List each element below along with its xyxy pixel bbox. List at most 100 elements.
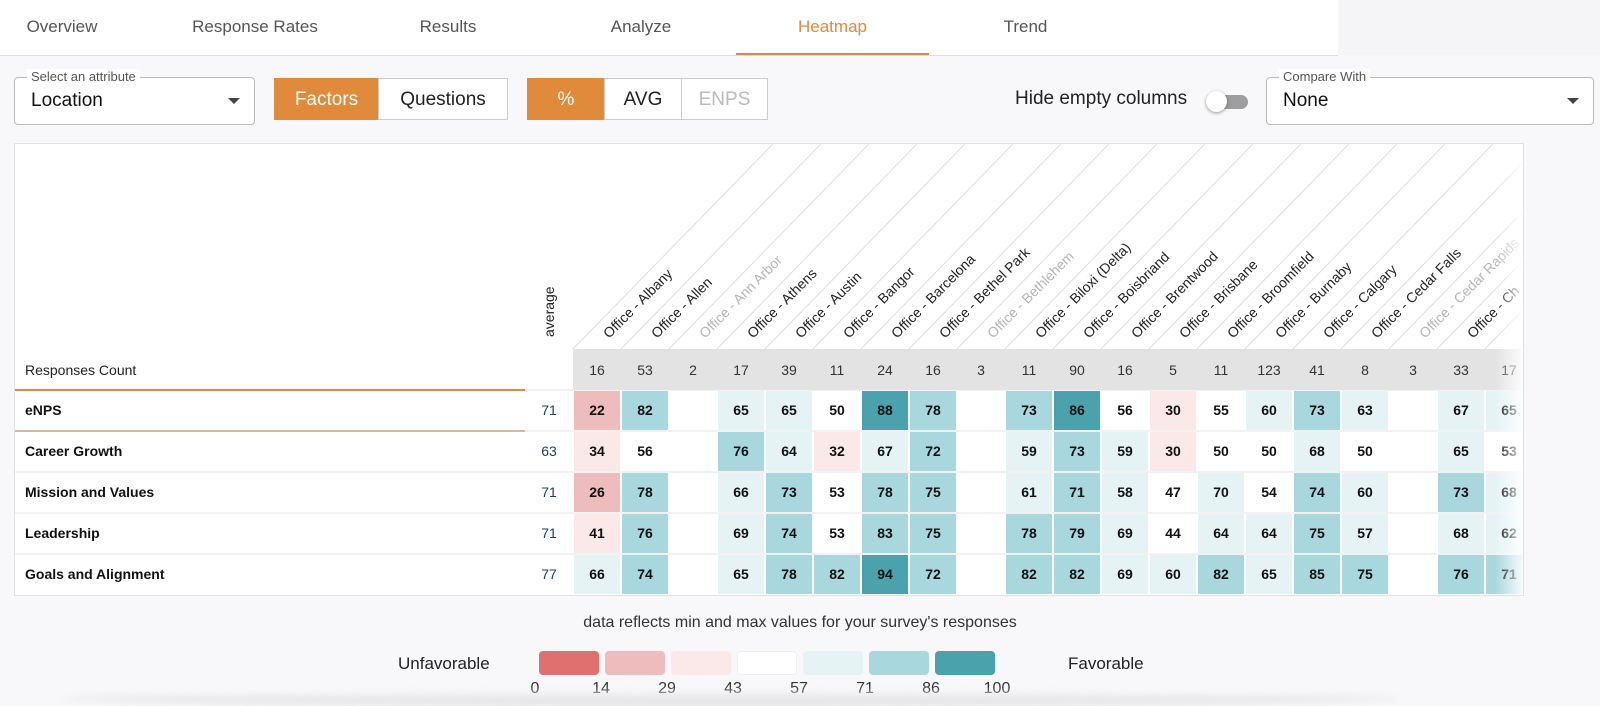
heatmap-cell-value: 69 xyxy=(1117,566,1133,582)
tab-trend[interactable]: Trend xyxy=(1003,17,1048,36)
caret-down-icon xyxy=(228,98,240,104)
header-guide-line xyxy=(1052,144,1254,350)
heatmap-cell xyxy=(1438,432,1484,471)
legend-swatch xyxy=(935,651,995,675)
tab-results[interactable]: Results xyxy=(419,17,477,36)
tab-heatmap[interactable]: Heatmap xyxy=(736,0,929,55)
heatmap-cell-value: 78 xyxy=(637,484,653,500)
heatmap-cell xyxy=(1198,473,1244,512)
compare-with-label: Compare With xyxy=(1279,69,1371,84)
percent-button[interactable]: % xyxy=(527,78,605,120)
header-guide-line xyxy=(1100,144,1302,350)
heatmap-cell xyxy=(766,555,812,594)
heatmap-cell-value: 82 xyxy=(1069,566,1085,582)
avg-button[interactable]: AVG xyxy=(604,78,682,120)
heatmap-cell xyxy=(1294,391,1340,430)
heatmap-cell-value: 82 xyxy=(1213,566,1229,582)
header-guide-line xyxy=(1148,144,1350,350)
heatmap-cell-value: 61 xyxy=(1021,484,1037,500)
column-header: Office - Bethlehem xyxy=(984,248,1077,341)
response-count: 17 xyxy=(733,362,749,378)
heatmap-cell-value: 60 xyxy=(1357,484,1373,500)
heatmap-cell xyxy=(718,555,764,594)
heatmap-cell xyxy=(1150,391,1196,430)
heatmap-cell-value: 65 xyxy=(1261,566,1277,582)
heatmap-cell-value: 65 xyxy=(781,402,797,418)
header-guide-line xyxy=(956,144,1158,350)
enps-button[interactable]: ENPS xyxy=(681,78,768,120)
heatmap-cell xyxy=(1246,432,1292,471)
heatmap-cell-value: 73 xyxy=(781,484,797,500)
header-guide-line xyxy=(1196,144,1398,350)
heatmap-cell-value: 71 xyxy=(1069,484,1085,500)
response-count: 11 xyxy=(1214,362,1229,378)
heatmap-cell-value: 69 xyxy=(733,525,749,541)
response-count: 16 xyxy=(1117,362,1133,378)
column-header: Office - Boisbriand xyxy=(1080,249,1173,342)
heatmap-cell xyxy=(1198,391,1244,430)
heatmap-cell-value: 67 xyxy=(877,443,893,459)
heatmap-cell-value: 34 xyxy=(589,443,605,459)
heatmap-cell xyxy=(1102,391,1148,430)
heatmap-cell-value: 30 xyxy=(1165,443,1181,459)
heatmap-cell-value: 55 xyxy=(1213,402,1229,418)
factors-button[interactable]: Factors xyxy=(274,78,379,120)
heatmap-cell xyxy=(718,432,764,471)
header-guide-line xyxy=(620,144,822,350)
legend-swatch xyxy=(671,651,731,675)
response-count: 3 xyxy=(977,362,985,378)
heatmap-cell xyxy=(862,391,908,430)
column-header: Office - Ann Arbor xyxy=(696,252,786,342)
tab-overview[interactable]: Overview xyxy=(26,17,98,36)
response-count: 8 xyxy=(1361,362,1369,378)
column-header: Office - Brentwood xyxy=(1128,248,1221,341)
compare-with-value: None xyxy=(1283,90,1329,111)
heatmap-cell xyxy=(622,473,668,512)
heatmap-cell xyxy=(1438,391,1484,430)
questions-button[interactable]: Questions xyxy=(378,78,508,120)
header-guide-line xyxy=(764,144,966,350)
heatmap-cell-value: 82 xyxy=(829,566,845,582)
heatmap-cell xyxy=(1102,432,1148,471)
empty-cell xyxy=(670,555,716,594)
response-count: 123 xyxy=(1257,362,1281,378)
heatmap-cell xyxy=(766,514,812,553)
response-count: 39 xyxy=(781,362,797,378)
heatmap-cell xyxy=(1102,473,1148,512)
heatmap-cell xyxy=(574,514,620,553)
legend-swatch xyxy=(539,651,599,675)
tab-response-rates[interactable]: Response Rates xyxy=(192,17,318,36)
hide-empty-columns-toggle[interactable] xyxy=(1206,90,1250,112)
heatmap-cell xyxy=(1294,555,1340,594)
heatmap-cell-value: 72 xyxy=(925,443,941,459)
empty-cell xyxy=(958,514,1004,553)
compare-with-select[interactable]: Compare With None xyxy=(1266,69,1594,125)
heatmap-cell-value: 44 xyxy=(1165,525,1181,541)
heatmap-cell xyxy=(1246,514,1292,553)
heatmap-cell xyxy=(862,432,908,471)
heatmap-cell-value: 59 xyxy=(1117,443,1133,459)
heatmap-cell-value: 59 xyxy=(1021,443,1037,459)
heatmap-cell xyxy=(1198,514,1244,553)
responses-row-bg xyxy=(573,349,1523,390)
attribute-select[interactable]: Select an attribute Location xyxy=(14,69,255,125)
heatmap-cell xyxy=(1342,473,1388,512)
heatmap-cell-value: 64 xyxy=(781,443,797,459)
heatmap-cell xyxy=(862,555,908,594)
response-count: 24 xyxy=(877,362,893,378)
heatmap-cell xyxy=(1294,514,1340,553)
heatmap-cell-value: 76 xyxy=(1453,566,1469,582)
heatmap-cell-value: 60 xyxy=(1261,402,1277,418)
heatmap-cell-value: 69 xyxy=(1117,525,1133,541)
tab-analyze[interactable]: Analyze xyxy=(610,17,672,36)
heatmap-cell-value: 22 xyxy=(589,402,605,418)
heatmap-cell xyxy=(1342,391,1388,430)
heatmap-cell xyxy=(718,473,764,512)
heatmap-cell-value: 70 xyxy=(1213,484,1229,500)
heatmap-cell xyxy=(1294,432,1340,471)
heatmap-cell xyxy=(574,432,620,471)
column-header: Office - Cedar Falls xyxy=(1368,245,1464,341)
response-count: 11 xyxy=(1022,362,1037,378)
heatmap-cell xyxy=(814,432,860,471)
row-average: 77 xyxy=(541,566,557,582)
